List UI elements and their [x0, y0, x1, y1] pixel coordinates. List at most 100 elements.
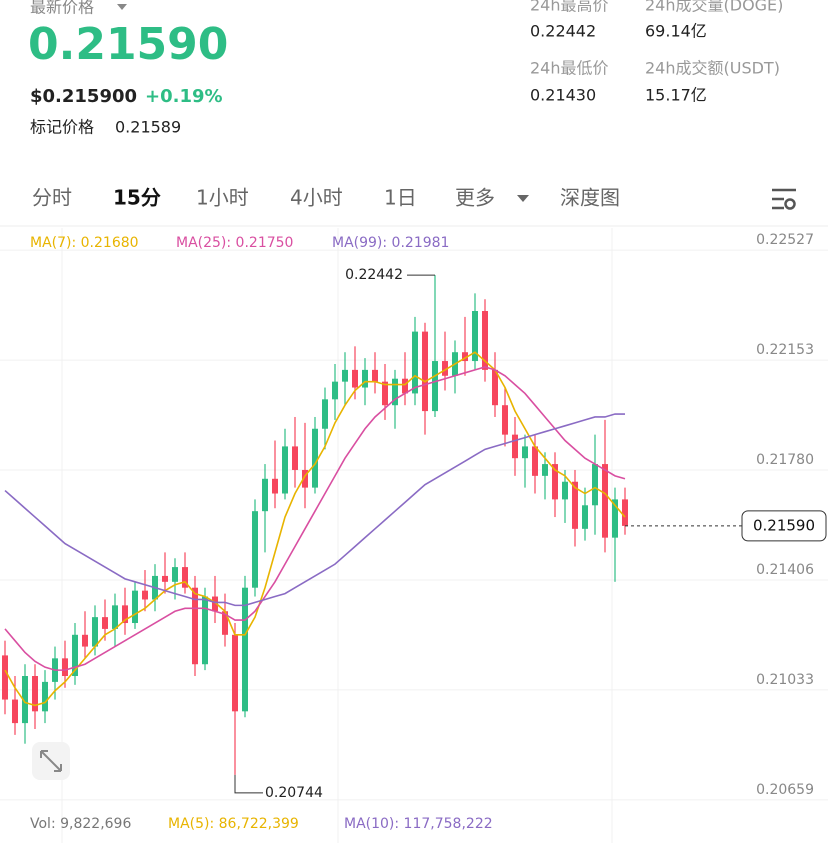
y-tick-label: 0.21033 — [756, 672, 814, 688]
candle-body — [282, 446, 288, 494]
candle-body — [582, 505, 588, 529]
tab[interactable]: 1小时 — [196, 186, 249, 210]
candle-body — [202, 596, 208, 665]
high-label: 0.22442 — [345, 267, 403, 283]
candle-body — [482, 311, 488, 370]
tab[interactable]: 分时 — [32, 186, 72, 210]
candle-body — [392, 378, 398, 406]
candle-body — [382, 381, 388, 406]
ma-line — [4, 351, 626, 707]
candle-body — [302, 469, 308, 488]
candle-body — [502, 405, 508, 435]
y-tick-label: 0.21780 — [756, 452, 814, 468]
candle-body — [102, 617, 108, 629]
tab[interactable]: 更多 — [455, 186, 495, 210]
dropdown-icon — [517, 195, 529, 202]
change: +0.19% — [145, 86, 223, 107]
icon-arrows — [40, 750, 62, 772]
candle-body — [552, 464, 558, 500]
tab-active[interactable]: 15分 — [113, 186, 161, 210]
candle-body — [232, 634, 238, 712]
candle-body — [112, 605, 118, 629]
volume-legend: MA(10): 117,758,222 — [344, 816, 493, 832]
low-marker — [234, 774, 263, 794]
tab[interactable]: 4小时 — [290, 186, 343, 210]
candle-body — [182, 567, 188, 588]
legend-entry: MA(7): 0.21680 — [30, 235, 139, 251]
y-tick-label: 0.22527 — [756, 232, 814, 248]
settings-icon[interactable] — [772, 188, 796, 210]
candle-body — [602, 464, 608, 538]
candle-body — [22, 676, 28, 724]
stat-label: 24h成交量(DOGE) — [645, 0, 783, 15]
candle-body — [442, 361, 448, 376]
stat-value: 0.21430 — [530, 86, 596, 105]
tabs: 分时 15分 1小时 4小时 1日 更多 深度图 — [32, 186, 620, 210]
candle-body — [352, 369, 358, 388]
mark-price-label: 标记价格 — [30, 118, 94, 137]
candle-body — [32, 676, 38, 712]
candle-body — [132, 590, 138, 624]
stat-label: 24h成交额(USDT) — [645, 59, 780, 78]
candle-body — [312, 428, 318, 488]
stat-value: 0.22442 — [530, 22, 596, 41]
candle-body — [422, 331, 428, 412]
candle-body — [252, 511, 258, 588]
candle-body — [82, 634, 88, 647]
candle-body — [172, 567, 178, 582]
candle-body — [532, 446, 538, 476]
candle-body — [572, 481, 578, 529]
candle-body — [432, 361, 438, 412]
candle-body — [362, 369, 368, 388]
candle-body — [42, 681, 48, 712]
volume-legend: Vol: 9,822,696 — [30, 816, 131, 832]
mark-price: 0.21589 — [115, 118, 181, 137]
candle-body — [342, 369, 348, 382]
candle-body — [462, 352, 468, 362]
y-tick-label: 0.20659 — [756, 782, 814, 798]
candle-body — [242, 587, 248, 712]
tab[interactable]: 1日 — [384, 186, 417, 210]
candle-body — [332, 381, 338, 400]
candle-body — [322, 399, 328, 429]
stat-label: 24h最低价 — [530, 59, 609, 78]
candle-body — [262, 478, 268, 512]
legend-entry: MA(25): 0.21750 — [176, 235, 293, 251]
tab[interactable]: 深度图 — [560, 186, 620, 210]
candle-body — [402, 378, 408, 394]
expand-icon[interactable] — [32, 742, 70, 780]
candle-body — [222, 611, 228, 635]
candle-body — [272, 478, 278, 494]
candle-body — [192, 587, 198, 665]
candle-body — [612, 499, 618, 538]
ma-line — [4, 413, 625, 607]
usd-price: $0.215900 — [30, 86, 137, 107]
candle-body — [292, 446, 298, 470]
dropdown-icon — [117, 4, 127, 10]
low-label: 0.20744 — [265, 785, 323, 801]
candle-body — [372, 369, 378, 382]
candle-body — [542, 464, 548, 476]
ma-line — [4, 366, 626, 671]
plot: 0.22527 0.22153 0.21780 0.21406 0.21033 0.206… — [0, 232, 828, 832]
candle-body — [212, 596, 218, 612]
stat-value: 69.14亿 — [645, 22, 707, 41]
stat-value: 15.17亿 — [645, 86, 707, 105]
candle-body — [522, 446, 528, 459]
candle-body — [622, 499, 628, 526]
legend-entry: MA(99): 0.21981 — [332, 235, 449, 251]
candle-body — [92, 617, 98, 647]
y-tick-label: 0.21406 — [756, 562, 814, 578]
icon-circle — [784, 198, 796, 210]
last-price-box — [741, 510, 827, 542]
candle-body — [472, 311, 478, 362]
candle-body — [122, 605, 128, 624]
candle-body — [72, 634, 78, 677]
candle-body — [512, 434, 518, 459]
price-label: 最新价格 — [30, 0, 94, 17]
stat-label: 24h最高价 — [530, 0, 609, 15]
candle-body — [412, 331, 418, 394]
candle-body — [142, 590, 148, 600]
